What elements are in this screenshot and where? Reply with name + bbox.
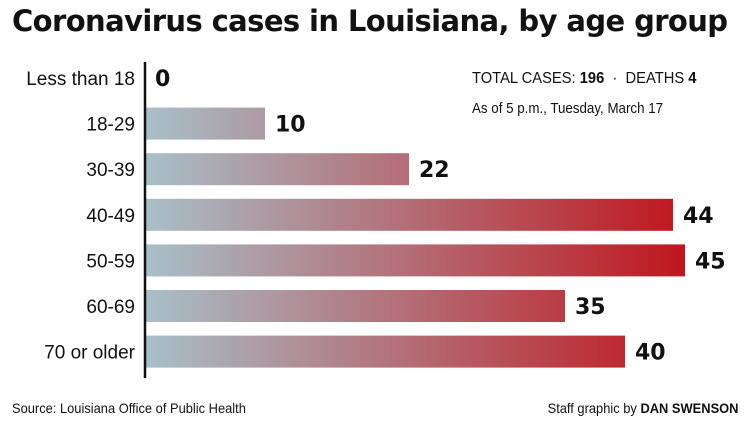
source-note: Source: Louisiana Office of Public Healt… bbox=[12, 400, 246, 416]
as-of-timestamp: As of 5 p.m., Tuesday, March 17 bbox=[472, 101, 664, 117]
deaths-value: 4 bbox=[688, 70, 697, 87]
bar-70-or-older bbox=[145, 335, 625, 368]
bar-30-39 bbox=[145, 153, 409, 186]
bar-50-59 bbox=[145, 244, 685, 277]
bar-18-29 bbox=[145, 107, 265, 140]
deaths-label: DEATHS bbox=[625, 70, 685, 87]
value-label-70-or-older: 40 bbox=[635, 341, 666, 366]
credit-name: DAN SWENSON bbox=[639, 400, 738, 416]
staff-credit: Staff graphic by DAN SWENSON bbox=[547, 400, 738, 416]
total-cases-value: 196 bbox=[579, 70, 605, 87]
category-label-70-or-older: 70 or older bbox=[44, 343, 136, 364]
category-label-60-69: 60-69 bbox=[86, 297, 135, 318]
category-label-40-49: 40-49 bbox=[86, 206, 135, 227]
category-label-30-39: 30-39 bbox=[86, 160, 135, 181]
category-label-50-59: 50-59 bbox=[86, 251, 135, 272]
value-label-18-29: 10 bbox=[275, 113, 306, 138]
category-label-less-than-18: Less than 18 bbox=[26, 69, 135, 90]
separator-dot: · bbox=[612, 70, 618, 87]
credit-prefix: Staff graphic by bbox=[547, 400, 637, 416]
bar-40-49 bbox=[145, 198, 673, 231]
value-label-30-39: 22 bbox=[419, 158, 450, 183]
value-label-50-59: 45 bbox=[695, 249, 726, 274]
bar-60-69 bbox=[145, 290, 565, 322]
case-totals: TOTAL CASES: 196 · DEATHS 4 bbox=[472, 70, 696, 88]
chart-title: Coronavirus cases in Louisiana, by age g… bbox=[12, 4, 728, 38]
value-label-less-than-18: 0 bbox=[155, 67, 170, 92]
total-cases-label: TOTAL CASES: bbox=[472, 70, 576, 87]
value-label-40-49: 44 bbox=[683, 204, 714, 229]
value-label-60-69: 35 bbox=[575, 295, 606, 320]
category-label-18-29: 18-29 bbox=[86, 115, 135, 136]
